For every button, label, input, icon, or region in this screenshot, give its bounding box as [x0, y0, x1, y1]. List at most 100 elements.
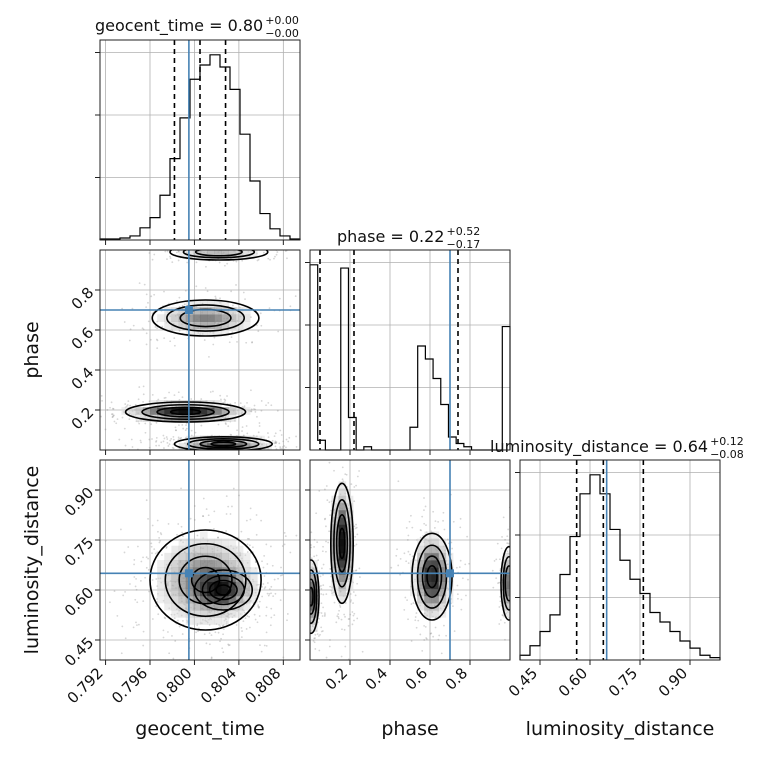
sample-point: [150, 542, 153, 545]
sample-point: [260, 650, 263, 653]
density-cell: [250, 581, 258, 590]
density-cell: [424, 538, 432, 547]
sample-point: [301, 608, 303, 610]
sample-point: [269, 258, 271, 261]
sample-point: [118, 438, 121, 441]
sample-point: [432, 510, 435, 513]
sample-point: [166, 258, 168, 261]
sample-point: [254, 408, 257, 411]
sample-point: [495, 558, 498, 561]
sample-point: [174, 429, 177, 432]
density-cell: [178, 250, 187, 258]
density-cell: [171, 307, 180, 315]
density-cell: [235, 560, 244, 568]
sample-point: [220, 398, 222, 401]
sample-point: [128, 339, 131, 342]
sample-point: [162, 440, 165, 443]
density-cell: [178, 442, 187, 450]
sample-point: [263, 575, 266, 577]
sample-point: [343, 453, 345, 455]
sample-point: [156, 519, 159, 522]
density-cell: [207, 545, 215, 554]
sample-point: [321, 567, 323, 570]
sample-point: [318, 570, 321, 573]
sample-point: [347, 624, 350, 627]
sample-point: [460, 598, 463, 601]
sample-point: [145, 343, 148, 346]
sample-point: [445, 634, 448, 637]
sample-point: [112, 668, 114, 670]
sample-point: [229, 513, 232, 515]
sample-point: [135, 577, 137, 580]
sample-point: [111, 413, 114, 415]
sample-point: [132, 324, 135, 327]
sample-point: [97, 400, 99, 402]
sample-point: [303, 591, 305, 593]
sample-point: [156, 339, 159, 342]
sample-point: [265, 543, 268, 546]
sample-point: [329, 567, 332, 570]
density-cell: [214, 414, 222, 422]
sample-point: [295, 446, 298, 448]
sample-point: [224, 422, 227, 425]
density-cell: [338, 531, 347, 540]
sample-point: [306, 596, 308, 598]
sample-point: [124, 403, 127, 405]
density-cell: [438, 538, 447, 547]
sample-point: [320, 626, 323, 629]
sample-point: [503, 621, 506, 624]
hist-grid-phase: [305, 262, 510, 388]
sample-point: [306, 571, 308, 573]
sample-point: [512, 641, 514, 643]
sample-point: [307, 572, 309, 574]
sample-point: [325, 525, 327, 528]
density-cell: [228, 588, 237, 597]
sample-point: [212, 390, 214, 393]
sample-point: [110, 413, 113, 416]
sample-point: [516, 591, 518, 593]
sample-point: [329, 639, 331, 641]
sample-point: [404, 596, 407, 599]
sample-point: [305, 631, 307, 633]
density-cell: [200, 545, 208, 554]
sample-point: [175, 429, 177, 432]
sample-point: [160, 533, 163, 536]
sample-point: [97, 418, 99, 420]
sample-point: [317, 559, 320, 562]
density-cell: [424, 560, 432, 568]
density-cell: [417, 574, 425, 582]
sample-point: [305, 644, 307, 646]
sample-point: [501, 536, 503, 538]
sample-point: [155, 439, 158, 442]
sample-point: [267, 594, 270, 597]
sample-point: [308, 579, 310, 581]
density-cell: [235, 314, 244, 322]
sample-point: [150, 545, 153, 548]
sample-point: [347, 618, 350, 620]
x-tick-label: 0.800: [153, 664, 196, 707]
sample-point: [511, 560, 513, 562]
sample-point: [177, 259, 180, 262]
sample-point: [158, 444, 160, 447]
sample-point: [249, 410, 252, 413]
y-tick-label: 0.75: [61, 534, 97, 570]
sample-point: [278, 241, 280, 243]
sample-point: [156, 551, 159, 554]
sample-point: [258, 615, 261, 617]
sample-point: [195, 285, 198, 288]
y-tick-label: 0.8: [68, 284, 98, 314]
density-cell: [214, 552, 222, 561]
density-cell: [192, 552, 201, 561]
sample-point: [410, 640, 413, 642]
density-cell: [200, 574, 208, 582]
density-cell: [171, 581, 180, 590]
contour-level: [149, 529, 262, 631]
sample-point: [497, 582, 499, 585]
density-content: [301, 453, 518, 660]
sample-point: [217, 631, 220, 634]
density-cell: [424, 574, 432, 582]
density-cell: [417, 581, 425, 590]
density-cell: [192, 595, 201, 604]
sample-point: [123, 551, 126, 554]
sample-point: [172, 435, 175, 438]
